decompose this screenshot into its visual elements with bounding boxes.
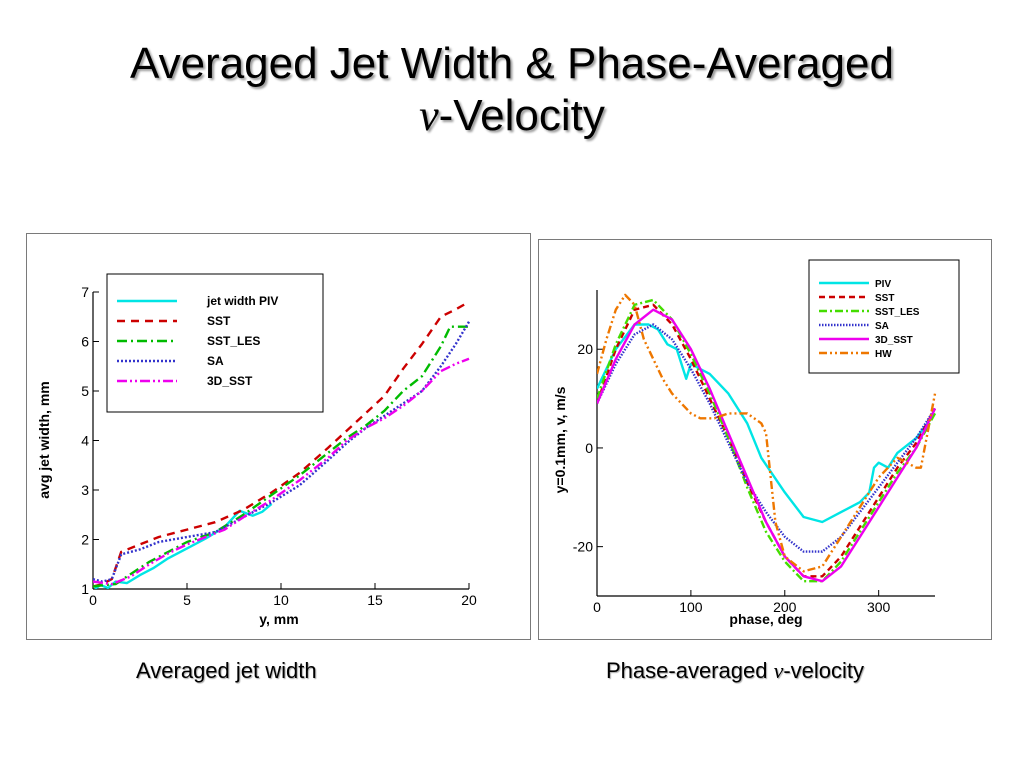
title-velocity: Velocity (453, 91, 605, 140)
x-tick-label: 100 (679, 599, 703, 615)
legend-label: PIV (875, 279, 891, 290)
legend-box (808, 259, 960, 374)
x-axis-label: phase, deg (729, 611, 802, 627)
legend-label: SST (207, 314, 231, 328)
x-tick-label: 10 (273, 592, 289, 608)
caption-right-post: -velocity (783, 658, 865, 683)
x-axis-label: y, mm (259, 611, 298, 627)
jet-width-chart-panel: 0 5 10 15 20 1 2 3 4 5 6 7 y, mm avg jet width, mm jet… (26, 233, 531, 640)
y-tick-label: 1 (81, 581, 89, 597)
y-tick-label: 6 (81, 334, 89, 350)
x-tick-label: 0 (89, 592, 97, 608)
y-tick-label: 5 (81, 383, 89, 399)
slide-title-line1: Averaged Jet Width & Phase-Averaged (130, 39, 894, 88)
y-tick-label: 0 (585, 440, 593, 456)
caption-right-pre: Phase-averaged (606, 658, 768, 683)
caption-left: Averaged jet width (136, 658, 317, 683)
legend-label: 3D_SST (207, 374, 253, 388)
y-tick-label: 3 (81, 482, 89, 498)
y-tick-label: 20 (577, 341, 593, 357)
x-tick-label: 20 (461, 592, 477, 608)
x-tick-label: 0 (593, 599, 601, 615)
legend-label: SST (875, 293, 894, 304)
series-line-sst-les (93, 325, 469, 588)
legend-label: 3D_SST (875, 335, 913, 346)
series-line-3d-sst (93, 357, 470, 586)
phase-velocity-chart-panel: 0 100 200 300 20 0 -20 phase, deg y=0.1mm, v, m/… (538, 239, 992, 640)
legend-label: jet width PIV (206, 294, 278, 308)
series-line-3d-sst (597, 308, 937, 583)
caption-right-v: v (773, 658, 784, 683)
legend-box (106, 273, 324, 413)
legend-label: SA (207, 354, 224, 368)
x-tick-label: 5 (183, 592, 191, 608)
y-tick-label: -20 (573, 539, 593, 555)
series-line-piv (597, 323, 936, 524)
y-tick-label: 2 (81, 532, 89, 548)
legend-label: SST_LES (207, 334, 260, 348)
slide-title-line2: v-Velocity (0, 90, 1024, 142)
y-tick-label: 7 (81, 284, 89, 300)
slide-title: Averaged Jet Width & Phase-Averaged v-Ve… (0, 38, 1024, 142)
x-tick-label: 200 (773, 599, 797, 615)
series-line-sst (93, 300, 470, 588)
x-tick-label: 300 (867, 599, 891, 615)
legend-label: SST_LES (875, 307, 920, 318)
legend-label: HW (875, 349, 892, 360)
y-axis-label: y=0.1mm, v, m/s (552, 386, 568, 493)
series-line-sst (597, 303, 937, 578)
y-axis-label: avg jet width, mm (36, 381, 52, 498)
y-tick-label: 4 (81, 433, 89, 449)
series-line-sst-les (597, 298, 937, 583)
jet-width-chart: 0 5 10 15 20 1 2 3 4 5 6 7 y, mm avg jet width, mm jet… (36, 273, 477, 627)
title-v-symbol: v (419, 91, 439, 140)
series-line-sa (597, 323, 937, 553)
caption-right: Phase-averaged v-velocity (606, 658, 864, 684)
series-line-hw (597, 293, 937, 573)
x-tick-label: 15 (367, 592, 383, 608)
title-dash: - (438, 91, 454, 140)
legend-label: SA (875, 321, 889, 332)
series-line-sa (93, 321, 471, 583)
